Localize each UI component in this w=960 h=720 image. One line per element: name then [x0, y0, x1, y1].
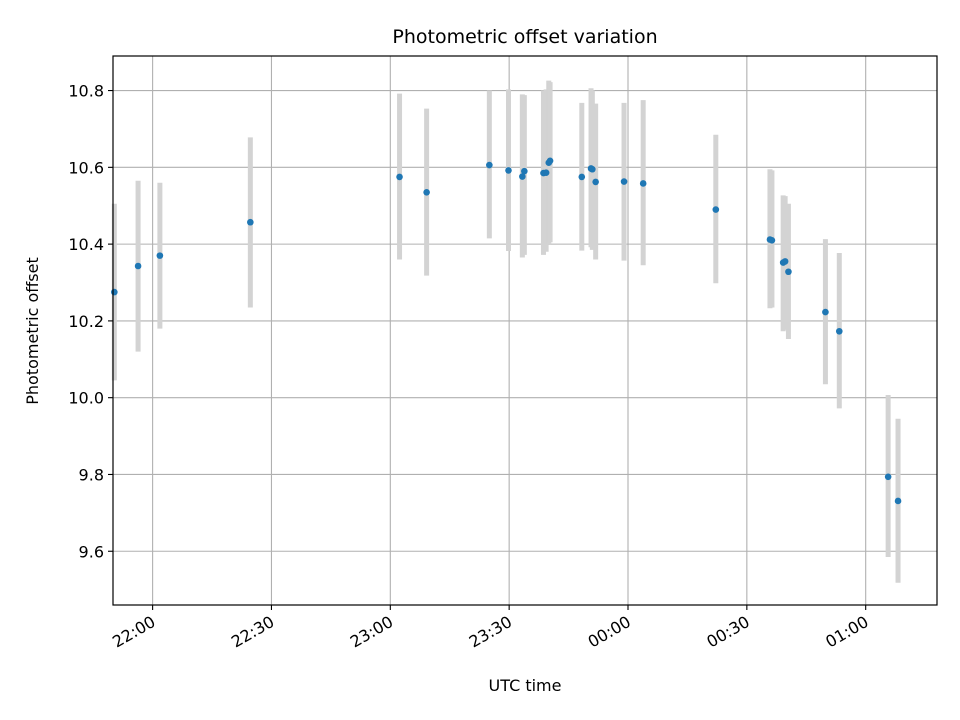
- data-point: [589, 165, 596, 173]
- data-point: [592, 178, 599, 186]
- data-point: [785, 268, 792, 276]
- data-point: [505, 167, 512, 174]
- data-point: [768, 236, 776, 244]
- chart-title: Photometric offset variation: [392, 26, 657, 48]
- data-point: [578, 173, 586, 181]
- data-point: [639, 180, 647, 187]
- data-point: [423, 188, 430, 196]
- data-point: [822, 308, 829, 316]
- data-point: [247, 218, 254, 226]
- data-point: [519, 173, 526, 180]
- y-axis-ticks: 9.6 9.8 10.0 10.2 10.4 10.6 10.8: [68, 82, 113, 561]
- y-tick-label: 10.8: [68, 82, 104, 101]
- y-tick-label: 10.0: [68, 389, 104, 408]
- y-tick-label: 10.2: [68, 312, 104, 331]
- data-point: [396, 173, 403, 181]
- data-point: [835, 327, 843, 335]
- y-tick-label: 9.6: [79, 542, 104, 561]
- data-point: [111, 288, 118, 296]
- data-point: [521, 167, 528, 175]
- data-point: [894, 497, 902, 505]
- data-point: [884, 473, 892, 481]
- data-point: [546, 157, 554, 165]
- data-point: [781, 258, 789, 265]
- y-tick-label: 10.6: [68, 158, 104, 177]
- data-point: [486, 161, 493, 169]
- plot-frame: [112, 55, 938, 606]
- y-tick-label: 10.4: [68, 235, 104, 254]
- data-points: [111, 157, 902, 505]
- y-tick-label: 9.8: [79, 465, 104, 484]
- data-point: [620, 178, 628, 185]
- x-axis-label: UTC time: [489, 676, 562, 695]
- data-point: [156, 252, 164, 259]
- data-point: [542, 169, 550, 177]
- data-point: [134, 262, 142, 270]
- y-axis-label: Photometric offset: [23, 257, 42, 405]
- data-point: [712, 206, 720, 213]
